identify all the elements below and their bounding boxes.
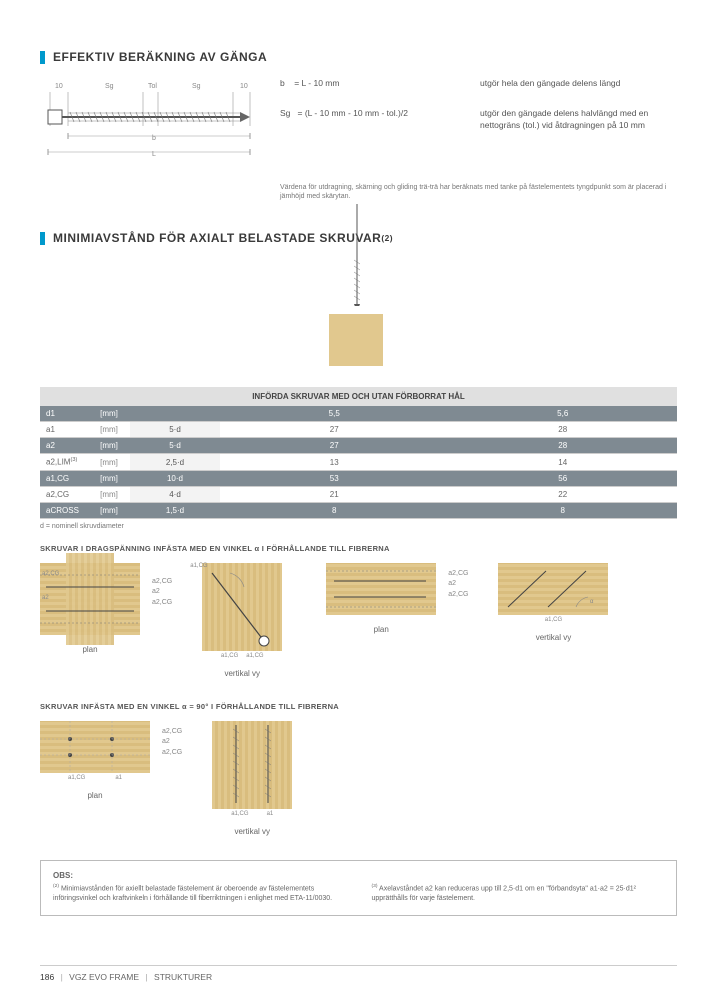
accent-bar bbox=[40, 51, 45, 64]
formulas-block: b = L - 10 mm Sg = (L - 10 mm - 10 mm - … bbox=[280, 78, 460, 138]
caption-plan-3: plan bbox=[87, 791, 102, 800]
obs-note2: Minimiavstånden för axiellt belastade fä… bbox=[53, 885, 332, 901]
accent-bar bbox=[40, 232, 45, 245]
table-note: d = nominell skruvdiameter bbox=[40, 523, 677, 530]
section1-title: EFFEKTIV BERÄKNING AV GÄNGA bbox=[40, 50, 677, 64]
dim-a1-b: a1 bbox=[267, 811, 274, 817]
explanation-block: utgör hela den gängade delens längd utgö… bbox=[480, 78, 677, 150]
diagram-title-2: SKRUVAR INFÄSTA MED EN VINKEL α = 90° I … bbox=[40, 702, 360, 711]
explain-sg: utgör den gängade delens halvlängd med e… bbox=[480, 108, 677, 132]
lbl-a2cg: a2,CG bbox=[162, 748, 182, 759]
caption-vert-3: vertikal vy bbox=[234, 827, 270, 836]
obs-box: OBS: (2) Minimiavstånden för axiellt bel… bbox=[40, 860, 677, 916]
svg-text:α: α bbox=[590, 599, 594, 605]
diagram-row-1: a2,CG a2 plan a2,CG a2 a2,CG a1,CG a bbox=[40, 563, 677, 678]
dim-a1cg-f: a1,CG bbox=[231, 811, 248, 817]
footer-section: STRUKTURER bbox=[154, 972, 212, 982]
dim-a1cg: a1,CG bbox=[190, 563, 207, 569]
dim-a1cg-b: a1,CG bbox=[221, 653, 238, 659]
diagram-d3 bbox=[326, 563, 436, 615]
diagram-d6 bbox=[212, 721, 292, 809]
th-v1: 5,5 bbox=[220, 406, 448, 422]
diagram-d5 bbox=[40, 721, 150, 773]
dim-a1cg-e: a1,CG bbox=[68, 775, 85, 781]
dim-10-right: 10 bbox=[240, 83, 248, 90]
section2-title-text: MINIMIAVSTÅND FÖR AXIALT BELASTADE SKRUV… bbox=[53, 231, 381, 245]
obs-note3: Axelavståndet a2 kan reduceras upp till … bbox=[372, 885, 636, 901]
screw-length-diagram: 10 Sg Tol Sg 10 bbox=[40, 78, 260, 173]
min-distance-table: INFÖRDA SKRUVAR MED OCH UTAN FÖRBORRAT H… bbox=[40, 387, 677, 519]
dim-a2cg: a2,CG bbox=[42, 571, 59, 577]
obs-sup2: (2) bbox=[53, 884, 59, 889]
page-number: 186 bbox=[40, 972, 54, 982]
dim-10-left: 10 bbox=[55, 83, 63, 90]
dim-a1cg-d: a1,CG bbox=[545, 617, 562, 623]
caption-vert-1: vertikal vy bbox=[224, 669, 260, 678]
diagram-row-2: a1,CG a1 plan a2,CG a2 a2,CG bbox=[40, 721, 677, 836]
diagram-d2: a1,CG bbox=[202, 563, 282, 651]
diagram-title-1: SKRUVAR I DRAGSPÄNNING INFÄSTA MED EN VI… bbox=[40, 544, 677, 553]
lbl-a2cg: a2,CG bbox=[152, 577, 172, 588]
lbl-a2: a2 bbox=[448, 579, 468, 590]
dim-tol: Tol bbox=[148, 83, 157, 90]
explain-b: utgör hela den gängade delens längd bbox=[480, 78, 677, 90]
section2-title-sup: (2) bbox=[381, 233, 393, 243]
page-footer: 186 | VGZ EVO FRAME | STRUKTURER bbox=[40, 965, 677, 982]
formula-b-label: b bbox=[280, 78, 285, 88]
lbl-a2: a2 bbox=[162, 737, 182, 748]
dim-a1cg-c: a1,CG bbox=[246, 653, 263, 659]
section1-footnote: Värdena för utdragning, skärning och gli… bbox=[280, 183, 677, 201]
formula-sg-label: Sg bbox=[280, 108, 290, 118]
lbl-a2cg: a2,CG bbox=[448, 569, 468, 580]
table-row: aCROSS[mm]1,5·d88 bbox=[40, 502, 677, 518]
formula-b-eq: = L - 10 mm bbox=[294, 78, 339, 88]
caption-plan-1: plan bbox=[82, 645, 97, 654]
lbl-a2cg: a2,CG bbox=[162, 727, 182, 738]
screw-in-wood-diagram bbox=[40, 259, 677, 369]
th-d1: d1 bbox=[40, 406, 88, 422]
table-row: a2,CG[mm]4·d2122 bbox=[40, 486, 677, 502]
lbl-a2cg: a2,CG bbox=[152, 598, 172, 609]
caption-vert-2: vertikal vy bbox=[536, 633, 572, 642]
dim-sg2: Sg bbox=[192, 83, 201, 90]
footer-product: VGZ EVO FRAME bbox=[69, 972, 139, 982]
section1-title-text: EFFEKTIV BERÄKNING AV GÄNGA bbox=[53, 50, 267, 64]
obs-title: OBS: bbox=[53, 871, 664, 880]
diagram-d4: α bbox=[498, 563, 608, 615]
th-v2: 5,6 bbox=[448, 406, 677, 422]
dim-a1-a: a1 bbox=[115, 775, 122, 781]
formula-sg-eq: = (L - 10 mm - 10 mm - tol.)/2 bbox=[298, 108, 408, 118]
caption-plan-2: plan bbox=[374, 625, 389, 634]
table-row: a1[mm]5·d2728 bbox=[40, 422, 677, 438]
dim-sg1: Sg bbox=[105, 83, 114, 90]
lbl-a2: a2 bbox=[152, 587, 172, 598]
th-unit: [mm] bbox=[88, 406, 130, 422]
obs-sup3: (3) bbox=[372, 884, 378, 889]
table-row: a2,LIM(3)[mm]2,5·d1314 bbox=[40, 454, 677, 471]
table-row: a1,CG[mm]10·d5356 bbox=[40, 470, 677, 486]
diagram-d1: a2,CG a2 bbox=[40, 563, 140, 635]
table-header: INFÖRDA SKRUVAR MED OCH UTAN FÖRBORRAT H… bbox=[40, 387, 677, 406]
dim-a2: a2 bbox=[42, 595, 49, 601]
lbl-a2cg: a2,CG bbox=[448, 590, 468, 601]
table-row: a2[mm]5·d2728 bbox=[40, 438, 677, 454]
